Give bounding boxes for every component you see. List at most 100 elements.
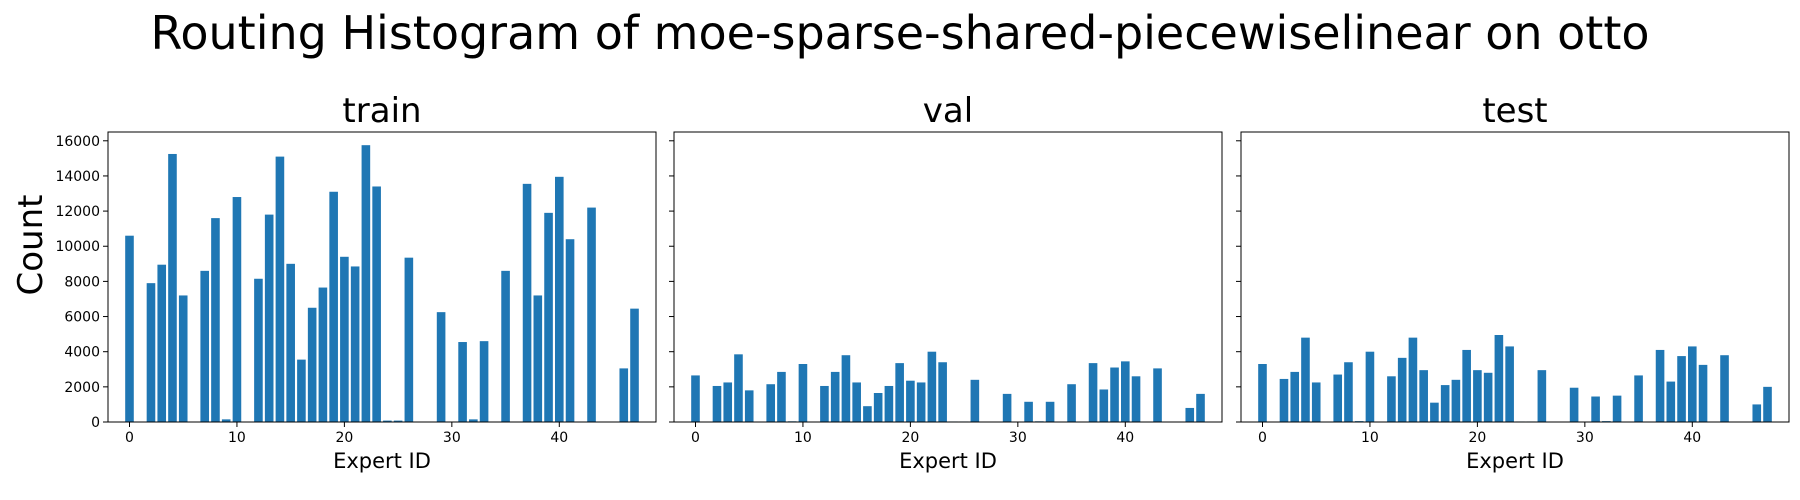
bar-train-0 (125, 235, 134, 422)
bar-train-4 (168, 153, 177, 422)
bar-val-21 (916, 382, 926, 422)
bar-test-29 (1569, 387, 1579, 422)
bar-val-0 (691, 375, 700, 422)
bar-val-22 (927, 351, 937, 422)
y-tick-label-train-14000: 14000 (55, 169, 100, 185)
bar-train-43 (587, 207, 596, 422)
bar-train-39 (544, 212, 553, 422)
bar-val-20 (906, 380, 915, 422)
bar-val-18 (884, 385, 894, 422)
x-tick-label-val-20: 20 (901, 430, 919, 446)
bar-train-10 (232, 197, 242, 422)
bar-test-15 (1419, 370, 1428, 422)
bar-train-9 (221, 419, 231, 422)
bar-train-22 (361, 145, 371, 422)
bar-val-10 (798, 364, 808, 422)
x-axis-label-val: Expert ID (899, 449, 997, 473)
bar-train-38 (533, 295, 543, 422)
x-tick-label-val-10: 10 (794, 430, 812, 446)
x-tick-label-train-10: 10 (228, 430, 246, 446)
bar-test-47 (1763, 386, 1772, 422)
bar-train-19 (329, 191, 338, 422)
bar-train-3 (157, 264, 167, 422)
bar-train-2 (146, 283, 156, 422)
bar-test-33 (1612, 395, 1622, 422)
bar-val-38 (1099, 389, 1109, 422)
bar-val-47 (1196, 393, 1205, 422)
bar-val-29 (1002, 393, 1012, 422)
x-tick-label-train-20: 20 (335, 430, 353, 446)
bar-val-19 (895, 363, 904, 422)
x-tick-label-test-40: 40 (1683, 430, 1701, 446)
bar-test-40 (1688, 346, 1697, 422)
y-tick-label-train-12000: 12000 (55, 204, 100, 220)
bar-test-2 (1279, 378, 1289, 422)
bar-val-4 (734, 354, 743, 422)
bar-test-26 (1537, 370, 1547, 422)
bar-test-23 (1505, 346, 1514, 422)
bar-val-41 (1131, 376, 1141, 422)
x-tick-label-test-10: 10 (1361, 430, 1379, 446)
bar-test-21 (1483, 372, 1493, 422)
bar-test-4 (1301, 337, 1310, 422)
bar-val-40 (1121, 361, 1130, 422)
y-tick-label-train-4000: 4000 (64, 345, 100, 361)
bar-train-14 (275, 156, 285, 423)
x-tick-label-val-40: 40 (1116, 430, 1134, 446)
x-tick-label-val-0: 0 (691, 430, 700, 446)
plot-frame-test (1240, 131, 1790, 423)
figure-title: Routing Histogram of moe-sparse-shared-p… (150, 6, 1650, 60)
plot-frame-train (107, 131, 657, 423)
bar-val-17 (873, 393, 883, 422)
bar-train-17 (307, 307, 317, 422)
bar-val-8 (777, 371, 786, 422)
bar-train-13 (264, 214, 274, 422)
plot-frame-val (673, 131, 1223, 423)
subplot-title-val: val (923, 91, 973, 131)
bar-train-31 (458, 342, 467, 422)
bar-test-3 (1290, 371, 1300, 422)
bar-val-31 (1024, 401, 1033, 422)
bar-val-33 (1045, 401, 1055, 422)
y-tick-label-train-8000: 8000 (64, 274, 100, 290)
bar-val-37 (1088, 363, 1098, 422)
bar-test-10 (1365, 351, 1375, 422)
bar-test-8 (1344, 362, 1353, 422)
bar-train-20 (340, 256, 349, 422)
bar-test-12 (1387, 376, 1396, 422)
bar-val-26 (970, 379, 980, 422)
subplot-title-train: train (342, 91, 421, 131)
x-axis-label-train: Expert ID (333, 449, 431, 473)
bar-test-5 (1311, 382, 1321, 422)
bar-train-46 (619, 368, 629, 422)
bar-val-39 (1110, 367, 1119, 422)
bar-train-12 (254, 278, 263, 422)
bar-val-16 (863, 406, 872, 422)
bar-val-14 (841, 355, 851, 422)
bar-train-7 (200, 270, 210, 422)
bar-test-18 (1451, 379, 1461, 422)
x-tick-label-train-30: 30 (443, 430, 461, 446)
bar-train-21 (350, 266, 360, 422)
bar-val-46 (1185, 407, 1195, 422)
bar-train-37 (522, 183, 532, 422)
x-tick-label-test-20: 20 (1468, 430, 1486, 446)
bar-val-12 (820, 385, 829, 422)
bar-test-39 (1677, 356, 1686, 422)
x-tick-label-train-0: 0 (125, 430, 134, 446)
bar-val-2 (712, 385, 722, 422)
bar-val-43 (1153, 368, 1162, 422)
bar-test-19 (1462, 349, 1471, 422)
bar-test-0 (1258, 364, 1267, 422)
y-tick-label-train-16000: 16000 (55, 134, 100, 150)
bar-val-15 (852, 382, 861, 422)
bar-test-37 (1655, 349, 1665, 422)
bar-test-43 (1720, 355, 1729, 422)
bar-train-18 (318, 287, 328, 422)
bar-test-38 (1666, 381, 1676, 422)
bar-train-26 (404, 257, 414, 422)
x-tick-label-test-0: 0 (1258, 430, 1267, 446)
bar-train-29 (436, 312, 446, 422)
bar-test-41 (1698, 364, 1708, 422)
bar-val-13 (830, 371, 840, 422)
